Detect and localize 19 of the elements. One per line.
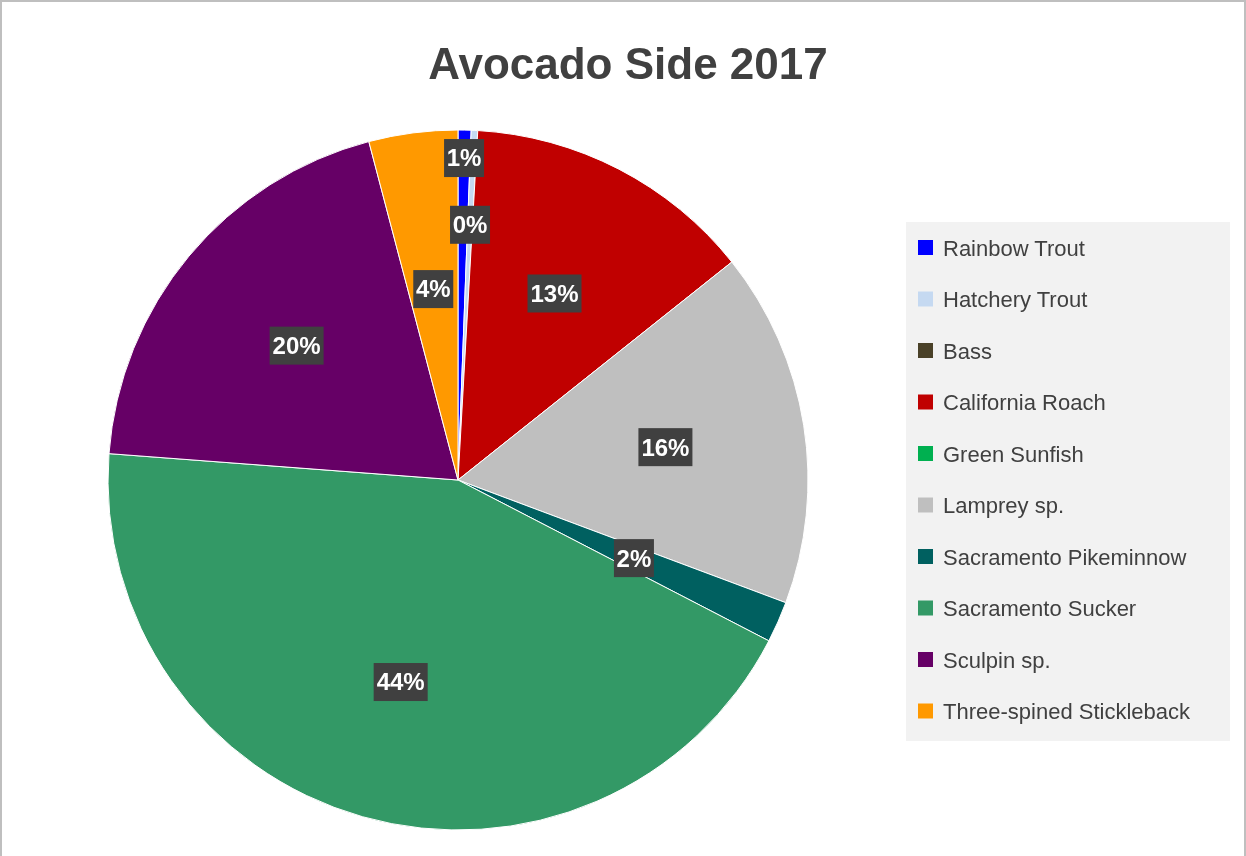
legend-label: California Roach xyxy=(943,390,1106,416)
data-label: 2% xyxy=(616,544,652,572)
legend-label: Sacramento Sucker xyxy=(943,596,1137,622)
data-label: 16% xyxy=(641,433,690,461)
data-label: 1% xyxy=(446,144,482,172)
legend-label: Lamprey sp. xyxy=(943,493,1065,519)
legend-label: Sculpin sp. xyxy=(943,647,1051,673)
legend-label: Hatchery Trout xyxy=(943,287,1088,313)
legend-label: Sacramento Pikeminnow xyxy=(943,544,1187,570)
legend-label: Green Sunfish xyxy=(943,441,1084,467)
data-label: 4% xyxy=(415,275,451,303)
data-label: 20% xyxy=(272,332,321,360)
data-label: 44% xyxy=(376,668,425,696)
legend-label: Bass xyxy=(943,338,992,364)
chart-title: Avocado Side 2017 xyxy=(428,39,828,89)
legend-label: Rainbow Trout xyxy=(943,235,1085,261)
data-label: 13% xyxy=(530,279,579,307)
data-label: 0% xyxy=(452,211,488,239)
legend-label: Three-spined Stickleback xyxy=(943,699,1192,725)
